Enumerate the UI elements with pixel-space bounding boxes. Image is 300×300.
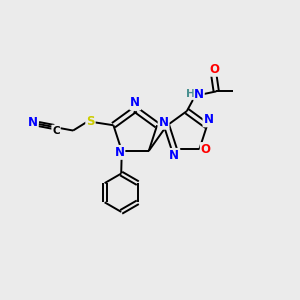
- Text: N: N: [203, 113, 213, 126]
- Text: N: N: [169, 149, 179, 162]
- Text: O: O: [209, 63, 219, 76]
- Text: N: N: [194, 88, 204, 101]
- Text: N: N: [159, 116, 169, 129]
- Text: N: N: [114, 146, 124, 159]
- Text: N: N: [28, 116, 38, 129]
- Text: O: O: [201, 143, 211, 156]
- Text: C: C: [52, 125, 60, 136]
- Text: H: H: [186, 89, 195, 99]
- Text: N: N: [130, 96, 140, 110]
- Text: S: S: [86, 115, 95, 128]
